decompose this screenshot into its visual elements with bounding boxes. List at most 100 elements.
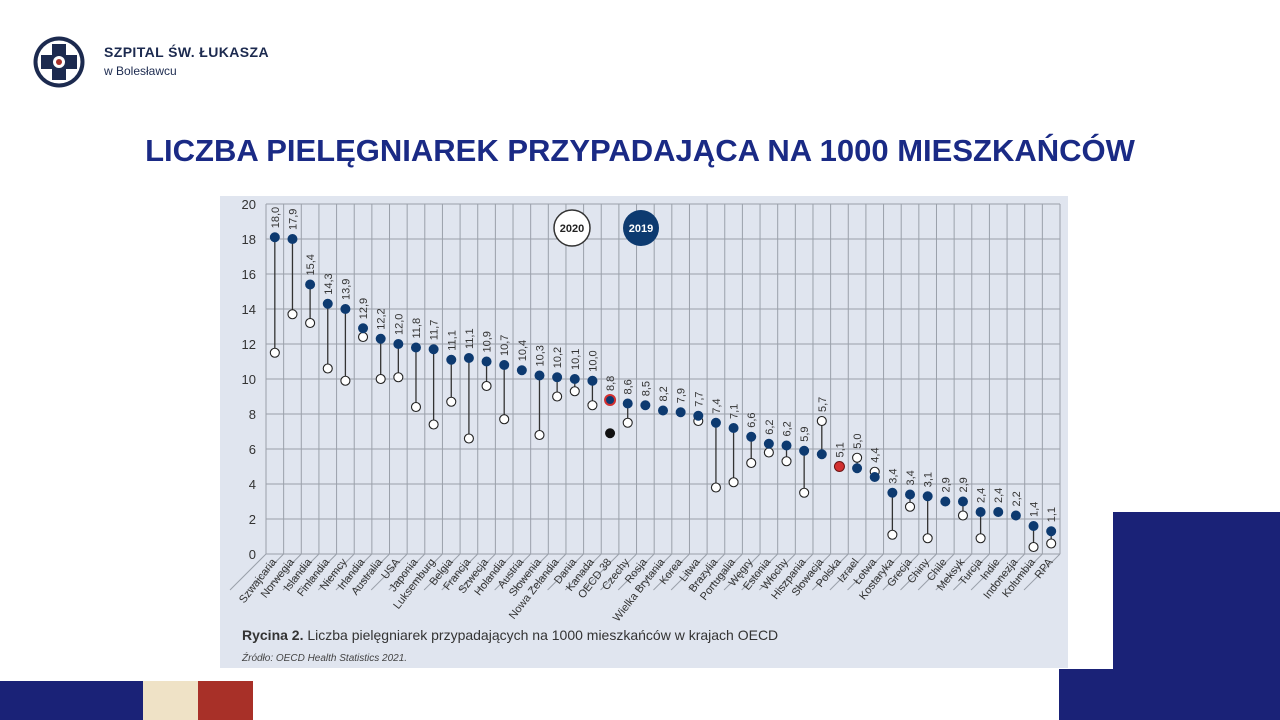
decor-block-navy-right (1113, 512, 1280, 720)
point-2019 (410, 342, 421, 353)
value-label: 2,2 (1011, 491, 1023, 506)
figure-caption-number: Rycina 2. (242, 627, 303, 643)
point-2019 (869, 472, 880, 482)
point-highlight-oecd-black (605, 428, 616, 439)
hospital-cross-logo-icon (33, 36, 85, 88)
point-2020 (710, 482, 721, 493)
point-2019 (269, 232, 280, 243)
value-label: 18,0 (270, 207, 282, 228)
grid-line-x-slant (864, 553, 902, 591)
point-2020 (269, 347, 280, 358)
y-tick-label: 6 (249, 442, 256, 457)
point-2019 (393, 339, 404, 349)
nurses-per-1000-chart: 0 2 4 6 8 10 12 14 16 18 20 18,0 17,9 15,4 14,3 13,9 12,… (229, 197, 1061, 664)
value-label: 6,6 (746, 412, 758, 427)
value-label: 4,4 (870, 447, 882, 462)
point-2020 (975, 533, 986, 544)
point-2019 (375, 333, 386, 344)
value-label: 11,7 (429, 320, 441, 341)
point-2019 (463, 353, 474, 363)
grid-line-x-slant (247, 553, 284, 591)
value-label: 2,4 (976, 488, 988, 503)
point-2020 (957, 510, 969, 521)
grid-line-x-slant (635, 553, 673, 591)
y-tick-label: 18 (242, 232, 256, 247)
grid-line-x-slant (988, 553, 1026, 591)
point-2020 (410, 401, 422, 413)
grid-line-x-slant (1023, 553, 1061, 591)
point-2020 (428, 419, 439, 430)
value-label: 5,9 (799, 426, 811, 441)
decor-bar-navy-left (0, 681, 143, 720)
value-label: 5,0 (852, 433, 864, 448)
value-label: 11,1 (464, 328, 476, 349)
grid-line-x-slant (600, 553, 637, 591)
grid-line-x-slant (388, 553, 426, 591)
grid-line-x-slant (917, 553, 955, 591)
value-label: 10,7 (499, 335, 511, 356)
point-2019 (940, 496, 951, 507)
point-2020 (499, 414, 510, 425)
point-2020 (781, 456, 792, 467)
point-2019 (905, 489, 916, 500)
point-2019 (340, 304, 351, 314)
point-2020 (569, 386, 580, 397)
value-label: 7,1 (729, 404, 741, 419)
grid-line-x-slant (653, 553, 690, 591)
grid-line-x-slant (317, 553, 355, 591)
value-label: 5,1 (834, 442, 846, 457)
point-2019 (746, 431, 757, 442)
grid-line-x-slant (459, 553, 496, 591)
point-2019 (499, 360, 510, 370)
grid-line-x-slant (353, 553, 390, 591)
y-tick-label: 10 (242, 372, 256, 387)
point-2019 (887, 487, 898, 498)
value-label: 10,1 (570, 349, 582, 370)
value-label: 1,1 (1046, 507, 1058, 522)
point-highlight-poland (833, 461, 845, 472)
value-label: 5,7 (817, 397, 829, 412)
point-2019 (358, 323, 369, 334)
y-tick-label: 0 (249, 547, 256, 562)
grid-line-x-slant (847, 553, 884, 591)
grid-line-x-slant (335, 553, 373, 591)
grid-line-x-slant (617, 553, 655, 591)
figure-caption-text: Liczba pielęgniarek przypadających na 10… (303, 627, 778, 643)
y-tick-label: 4 (249, 477, 256, 492)
grid-line-x-slant (758, 553, 796, 591)
value-label: 8,6 (623, 379, 635, 394)
grid-line-x-slant (776, 553, 814, 591)
grid-line-x-slant (582, 553, 620, 591)
point-2019 (322, 298, 333, 309)
grid-line-x-slant (282, 553, 320, 591)
value-label: 8,5 (640, 381, 652, 396)
value-label: 6,2 (782, 421, 794, 436)
value-label: 3,1 (923, 472, 935, 487)
grid-line-x-slant (547, 553, 584, 591)
grid-line-x-slant (370, 553, 408, 591)
point-2019 (446, 354, 457, 365)
value-label: 17,9 (287, 209, 299, 230)
point-2020 (287, 309, 298, 320)
decor-bar-cream (143, 681, 198, 720)
page-title: LICZBA PIELĘGNIAREK PRZYPADAJĄCA NA 1000… (145, 133, 1135, 168)
point-2019 (552, 372, 563, 383)
grid-line-x-slant (423, 553, 461, 591)
grid-line-x-slant (688, 553, 726, 591)
grid-line-x-slant (882, 553, 920, 591)
value-label: 2,9 (958, 477, 970, 492)
grid-line-x-slant (300, 553, 337, 591)
point-2020 (305, 317, 316, 329)
point-2019 (816, 449, 827, 460)
point-2019 (622, 398, 633, 409)
grid-line-x-slant (564, 553, 602, 591)
value-label: 2,4 (993, 488, 1005, 503)
point-2020 (622, 417, 633, 428)
value-label: 7,4 (711, 398, 723, 413)
point-2019 (675, 407, 686, 418)
value-label: 3,4 (905, 470, 917, 485)
value-label: 8,2 (658, 386, 670, 401)
point-2019 (428, 344, 439, 355)
point-2019 (922, 491, 933, 502)
point-2020 (446, 396, 457, 407)
